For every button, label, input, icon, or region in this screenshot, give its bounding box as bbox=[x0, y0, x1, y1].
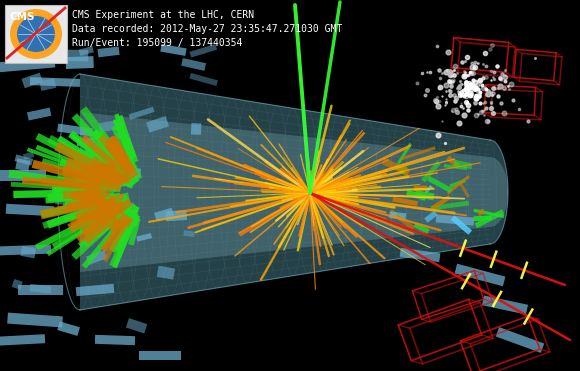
Bar bbox=[75, 284, 114, 296]
Bar bbox=[496, 327, 544, 353]
Bar bbox=[67, 50, 88, 61]
Bar bbox=[400, 248, 440, 262]
Bar bbox=[157, 266, 175, 280]
Bar bbox=[99, 120, 121, 132]
Bar bbox=[27, 108, 52, 121]
Bar bbox=[66, 56, 94, 69]
Bar bbox=[57, 321, 80, 336]
Bar bbox=[14, 154, 33, 165]
Bar bbox=[455, 264, 505, 286]
Ellipse shape bbox=[10, 9, 62, 59]
Bar bbox=[12, 279, 23, 290]
Bar bbox=[21, 73, 43, 88]
Bar bbox=[115, 133, 128, 140]
Bar bbox=[129, 168, 141, 178]
Bar bbox=[20, 246, 37, 259]
Bar bbox=[73, 180, 90, 188]
Bar bbox=[436, 214, 474, 226]
Bar bbox=[165, 210, 187, 221]
Bar bbox=[55, 193, 80, 206]
Text: CMS: CMS bbox=[10, 12, 35, 22]
Bar bbox=[190, 44, 217, 58]
Bar bbox=[17, 285, 63, 295]
Bar bbox=[69, 198, 88, 210]
Bar bbox=[77, 138, 95, 147]
Bar bbox=[23, 151, 34, 160]
Bar bbox=[146, 116, 169, 133]
Bar bbox=[482, 295, 528, 315]
Bar bbox=[139, 351, 181, 359]
Bar bbox=[79, 46, 94, 56]
Bar bbox=[39, 78, 56, 91]
Text: Data recorded: 2012-May-27 23:35:47.271030 GMT: Data recorded: 2012-May-27 23:35:47.2710… bbox=[72, 24, 342, 34]
Polygon shape bbox=[80, 112, 508, 272]
Bar bbox=[160, 44, 187, 56]
Bar bbox=[5, 5, 67, 63]
Bar bbox=[191, 123, 201, 135]
Bar bbox=[190, 73, 218, 86]
Bar bbox=[154, 208, 174, 221]
Bar bbox=[0, 334, 45, 346]
Ellipse shape bbox=[17, 16, 55, 52]
Bar bbox=[129, 107, 154, 120]
Bar bbox=[183, 230, 195, 237]
Bar bbox=[6, 204, 54, 216]
Text: CMS Experiment at the LHC, CERN: CMS Experiment at the LHC, CERN bbox=[72, 10, 254, 20]
Bar bbox=[86, 250, 107, 265]
Text: Run/Event: 195099 / 137440354: Run/Event: 195099 / 137440354 bbox=[72, 38, 242, 48]
Bar bbox=[7, 313, 63, 327]
Bar bbox=[97, 46, 119, 58]
Bar bbox=[136, 233, 152, 242]
Bar bbox=[0, 244, 51, 255]
Bar bbox=[181, 58, 206, 71]
Bar bbox=[126, 318, 147, 334]
Bar bbox=[30, 77, 80, 87]
Bar bbox=[30, 284, 52, 293]
Bar bbox=[95, 335, 135, 345]
Polygon shape bbox=[80, 74, 508, 310]
Bar bbox=[57, 124, 93, 137]
Bar bbox=[0, 170, 45, 181]
Bar bbox=[0, 58, 55, 73]
Bar bbox=[15, 158, 30, 171]
